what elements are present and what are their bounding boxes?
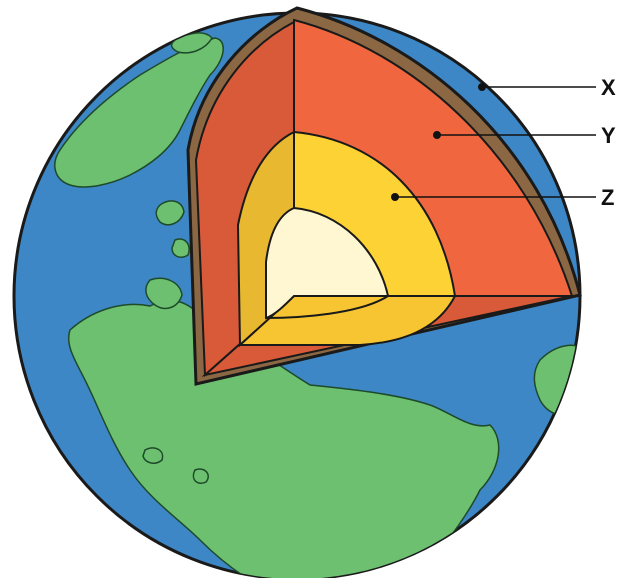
label-z-dot bbox=[391, 193, 399, 201]
label-z-text: Z bbox=[601, 185, 614, 210]
island-south-2 bbox=[192, 468, 209, 484]
label-x-text: X bbox=[601, 75, 616, 100]
island-west-2 bbox=[171, 238, 190, 258]
continents bbox=[54, 32, 580, 578]
island-west bbox=[155, 200, 185, 226]
island-south-1 bbox=[142, 447, 164, 464]
label-y: Y bbox=[433, 123, 616, 148]
label-y-text: Y bbox=[601, 123, 616, 148]
island-northwest bbox=[170, 32, 213, 54]
label-z: Z bbox=[391, 185, 614, 210]
continent-north bbox=[54, 37, 224, 188]
label-x: X bbox=[478, 75, 616, 100]
inner-core-layer bbox=[265, 206, 390, 320]
continent-east bbox=[533, 344, 580, 416]
inner-core-seam bbox=[265, 295, 389, 319]
label-y-dot bbox=[433, 131, 441, 139]
cutaway bbox=[186, 6, 582, 386]
peninsula-west bbox=[145, 277, 183, 310]
label-x-dot bbox=[478, 83, 486, 91]
